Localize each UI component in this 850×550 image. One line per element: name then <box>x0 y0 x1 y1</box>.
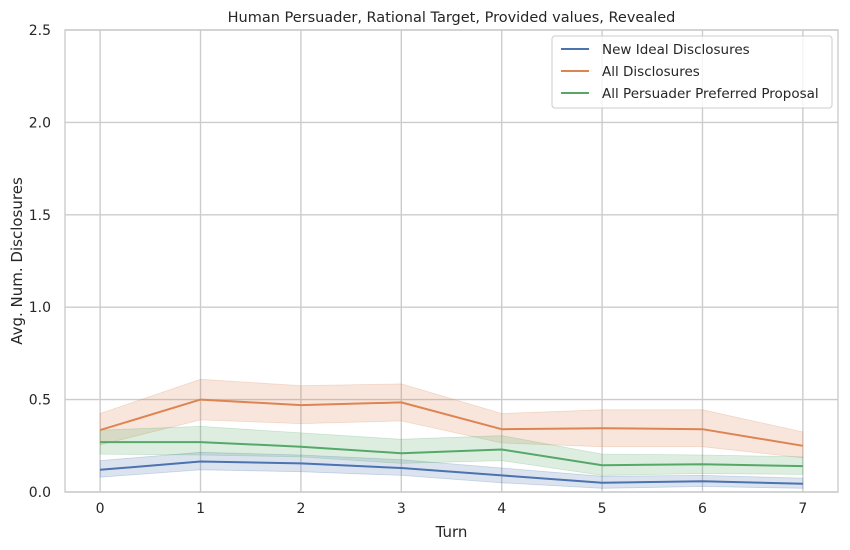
confidence-band <box>99 451 804 489</box>
y-tick-label: 0.5 <box>29 393 51 409</box>
series-line <box>100 441 803 468</box>
y-axis-label: Avg. Num. Disclosures <box>8 177 26 345</box>
y-tick-label: 1.0 <box>29 300 51 316</box>
x-tick-label: 1 <box>196 501 205 517</box>
legend-box <box>551 35 833 109</box>
y-tick-label: 0.0 <box>29 485 51 501</box>
chart-title: Human Persuader, Rational Target, Provid… <box>228 10 676 26</box>
x-tick-label: 7 <box>798 501 807 517</box>
confidence-band <box>99 378 804 459</box>
x-tick-label: 4 <box>497 501 506 517</box>
series-lines <box>99 398 804 485</box>
x-axis-label: Turn <box>435 523 468 541</box>
y-tick-labels: 0.0 0.5 1.0 1.5 2.0 2.5 <box>29 23 51 501</box>
legend: New Ideal Disclosures All Disclosures All … <box>551 35 833 109</box>
x-tick-labels: 0 1 2 3 4 5 6 7 <box>96 501 808 517</box>
x-tick-label: 2 <box>296 501 305 517</box>
legend-label: All Persuader Preferred Proposal <box>602 86 819 102</box>
y-tick-label: 2.5 <box>29 23 51 39</box>
x-tick-label: 3 <box>397 501 406 517</box>
y-tick-label: 2.0 <box>29 115 51 131</box>
plot-frame <box>64 29 839 493</box>
x-tick-label: 0 <box>96 501 105 517</box>
series-line <box>99 398 804 447</box>
legend-label: New Ideal Disclosures <box>602 42 750 58</box>
series-line <box>100 460 803 485</box>
legend-label: All Disclosures <box>602 64 700 80</box>
x-tick-label: 5 <box>598 501 607 517</box>
x-tick-label: 6 <box>698 501 707 517</box>
y-tick-label: 1.5 <box>29 208 51 224</box>
